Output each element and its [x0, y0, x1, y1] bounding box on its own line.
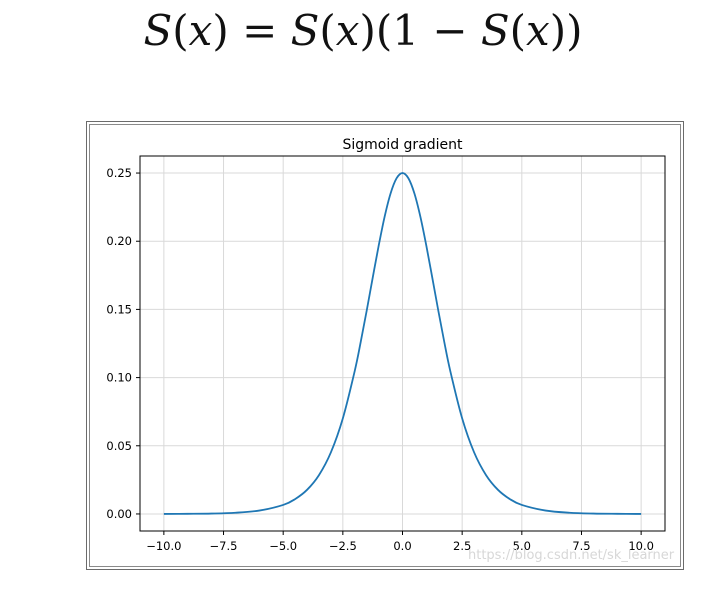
x-tick-label: 10.0: [628, 539, 654, 553]
formula-s3: S: [480, 6, 510, 55]
watermark: https://blog.csdn.net/sk_learner: [468, 548, 675, 563]
formula-s1: S: [143, 6, 173, 55]
figure-frame: [86, 121, 684, 570]
y-tick-label: 0.25: [106, 166, 132, 180]
x-tick-label: 2.5: [453, 539, 471, 553]
tick-layer: −10.0 −7.5 −5.0 −2.5 0.0 2.5 5.0 7.5 10.0 0.00 0.0…: [106, 166, 654, 553]
x-tick-label: −10.0: [146, 539, 181, 553]
y-tick-label: 0.20: [106, 234, 132, 248]
y-tick-label: 0.10: [106, 371, 132, 385]
y-tick-label: 0.05: [106, 439, 132, 453]
x-tick-label: −2.5: [329, 539, 357, 553]
y-tick-label: 0.15: [106, 302, 132, 316]
x-tick-label: 0.0: [393, 539, 411, 553]
formula-close: )): [549, 6, 583, 55]
formula: S(x) = S(x)(1 − S(x)): [143, 6, 583, 55]
formula-equals: =: [228, 6, 291, 55]
line-layer: [163, 172, 642, 515]
y-tick-label: 0.00: [106, 507, 132, 521]
x-tick-label: −7.5: [210, 539, 238, 553]
formula-x2: x: [335, 6, 360, 55]
chart-title: Sigmoid gradient: [342, 137, 463, 153]
x-tick-label: −5.0: [269, 539, 297, 553]
formula-x1: x: [188, 6, 213, 55]
formula-one-minus: (1 −: [375, 6, 481, 55]
formula-x3: x: [526, 6, 550, 55]
x-tick-label: 5.0: [513, 539, 531, 553]
figure-inner-border: [89, 124, 681, 567]
grid-layer: [140, 156, 665, 531]
series-line: [163, 172, 642, 515]
formula-s2: S: [290, 6, 320, 55]
x-tick-label: 7.5: [572, 539, 590, 553]
